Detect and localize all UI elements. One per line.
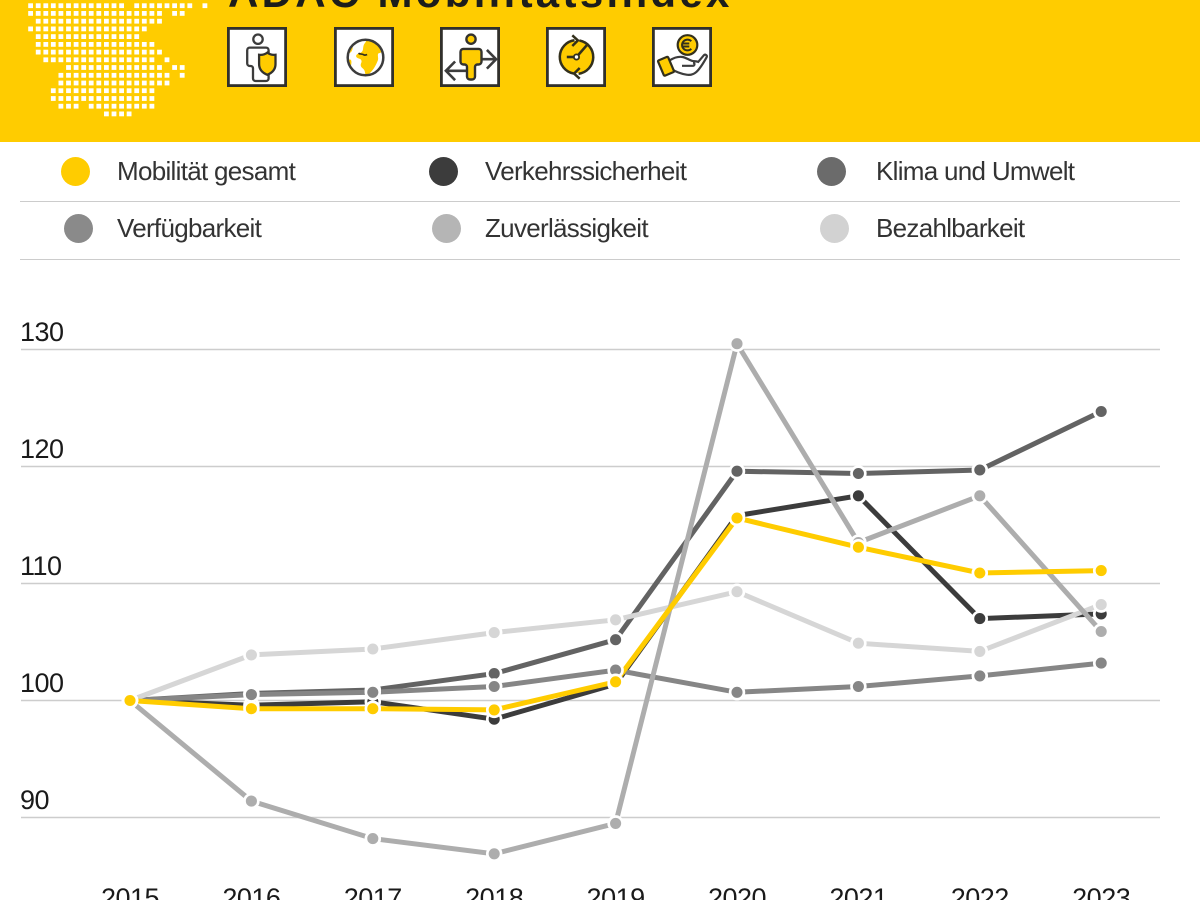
svg-text:130: 130 — [20, 317, 64, 347]
svg-text:120: 120 — [20, 434, 64, 464]
svg-text:2023: 2023 — [1072, 883, 1130, 900]
svg-text:2021: 2021 — [829, 883, 887, 900]
svg-text:90: 90 — [20, 785, 49, 815]
svg-text:2022: 2022 — [951, 883, 1009, 900]
svg-text:2018: 2018 — [465, 883, 523, 900]
svg-text:2020: 2020 — [708, 883, 766, 900]
svg-text:2017: 2017 — [344, 883, 402, 900]
svg-text:2016: 2016 — [222, 883, 280, 900]
svg-text:110: 110 — [20, 551, 62, 581]
svg-text:2019: 2019 — [587, 883, 645, 900]
svg-text:100: 100 — [20, 668, 64, 698]
svg-text:2015: 2015 — [101, 883, 159, 900]
